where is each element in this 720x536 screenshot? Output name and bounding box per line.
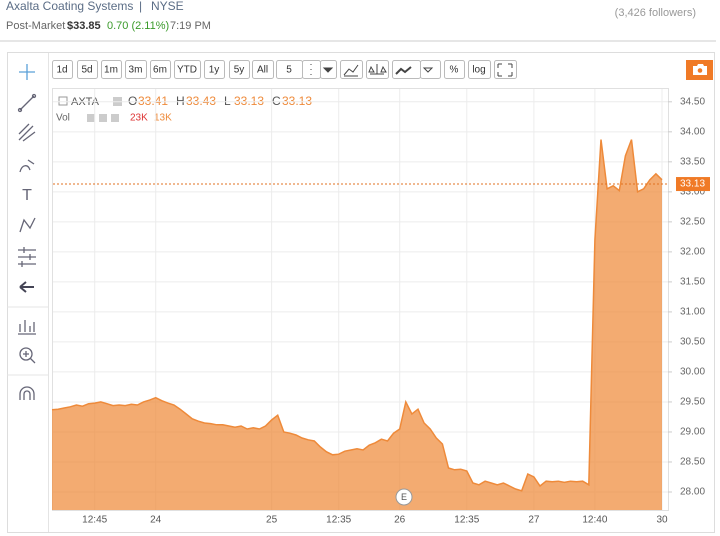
ohlc-value: 33.13 <box>234 94 264 108</box>
toolbar-button[interactable] <box>52 60 73 79</box>
last-price-label: 33.13 <box>680 179 705 190</box>
x-tick-label: 12:40 <box>582 515 607 526</box>
toolbar-button[interactable] <box>494 60 517 79</box>
session: Post-Market <box>6 20 65 32</box>
toolbar-button[interactable] <box>229 60 250 79</box>
toolbar-label: 5y <box>234 65 245 76</box>
toolbar-label: 5d <box>81 65 92 76</box>
toolbar-button[interactable] <box>204 60 225 79</box>
post-price: $33.85 <box>67 20 101 32</box>
ohlc-letter: C <box>272 94 281 108</box>
toolbar-icon <box>368 64 387 75</box>
ohlc-letter: H <box>176 94 185 108</box>
y-tick-label: 30.50 <box>680 337 705 348</box>
company: Axalta Coating Systems <box>6 0 133 13</box>
toolbar-label: 6m <box>153 65 167 76</box>
ohlc-value: 33.13 <box>282 94 312 108</box>
toolbar-button[interactable] <box>150 60 171 79</box>
svg-text:T: T <box>22 187 32 204</box>
x-tick-label: 12:35 <box>326 515 351 526</box>
price-line <box>51 139 663 492</box>
camera-lens <box>697 68 703 73</box>
post-change: 0.70 (2.11%) <box>107 20 169 32</box>
ohlc-letter: O <box>128 94 137 108</box>
toolbar[interactable]: 1d 5d 1m 3m 6m YTD 1y 5y All 5% log <box>52 60 517 79</box>
vol-btn[interactable] <box>99 114 107 122</box>
toolbar-button[interactable] <box>174 60 201 79</box>
event-label: E <box>401 492 407 502</box>
legend-toggle[interactable] <box>58 96 68 106</box>
toolbar-label: YTD <box>177 65 197 76</box>
x-tick-label: 25 <box>266 515 278 526</box>
toolbar-button[interactable] <box>252 60 274 79</box>
sidebar-tools[interactable]: T <box>17 64 37 400</box>
toolbar-icon <box>343 64 434 77</box>
y-tick-label: 28.50 <box>680 457 705 468</box>
y-tick-label: 34.00 <box>680 126 705 137</box>
toolbar-label: log <box>472 65 485 76</box>
toolbar-button[interactable] <box>101 60 122 79</box>
exchange: NYSE <box>151 0 184 13</box>
ohlc-value: 33.43 <box>186 94 216 108</box>
vol-value: 23K <box>130 113 148 124</box>
area-fill <box>52 139 662 510</box>
y-tick-label: 31.50 <box>680 277 705 288</box>
y-tick-label: 28.00 <box>680 487 705 498</box>
toolbar-label: 3m <box>129 65 143 76</box>
y-tick-label: 30.00 <box>680 367 705 378</box>
x-tick-label: 30 <box>656 515 668 526</box>
toolbar-button[interactable] <box>340 60 363 79</box>
x-tick-label: 12:35 <box>454 515 479 526</box>
separator: | <box>139 0 142 13</box>
y-tick-label: 31.00 <box>680 307 705 318</box>
vol-btn[interactable] <box>111 114 119 122</box>
ohlc-letter: L <box>224 94 231 108</box>
toolbar-label: All <box>257 65 268 76</box>
last-price-box <box>676 177 710 192</box>
toolbar-label: 1d <box>56 65 67 76</box>
vol-btn[interactable] <box>87 114 95 122</box>
toolbar-button[interactable] <box>444 60 465 79</box>
toolbar-label: 1m <box>104 65 118 76</box>
followers: (3,426 followers) <box>615 7 696 19</box>
toolbar-icon <box>395 66 412 75</box>
toolbar-icon <box>310 64 334 75</box>
ohlc-value: 33.41 <box>138 94 168 108</box>
post-time: 7:19 PM <box>170 20 211 32</box>
toolbar-label: 5 <box>286 65 292 76</box>
x-tick-label: 12:45 <box>82 515 107 526</box>
toolbar-button[interactable] <box>125 60 147 79</box>
y-tick-label: 34.50 <box>680 96 705 107</box>
y-tick-label: 33.00 <box>680 186 705 197</box>
y-tick-label: 29.50 <box>680 397 705 408</box>
toolbar-button[interactable] <box>77 60 98 79</box>
legend-vol: Vol <box>56 113 70 124</box>
event-marker[interactable] <box>395 488 413 506</box>
toolbar-label: 1y <box>209 65 220 76</box>
y-tick-label: 32.50 <box>680 217 705 228</box>
x-tick-label: 24 <box>150 515 162 526</box>
y-tick-label: 33.50 <box>680 156 705 167</box>
plot-frame <box>52 88 669 511</box>
vol-value: 13K <box>154 113 172 124</box>
y-tick-label: 32.00 <box>680 247 705 258</box>
x-tick-label: 26 <box>394 515 406 526</box>
x-tick-label: 27 <box>528 515 540 526</box>
y-tick-label: 29.00 <box>680 427 705 438</box>
toolbar-button[interactable] <box>468 60 491 79</box>
toolbar-icon <box>497 63 513 77</box>
toolbar-label: % <box>450 65 459 76</box>
